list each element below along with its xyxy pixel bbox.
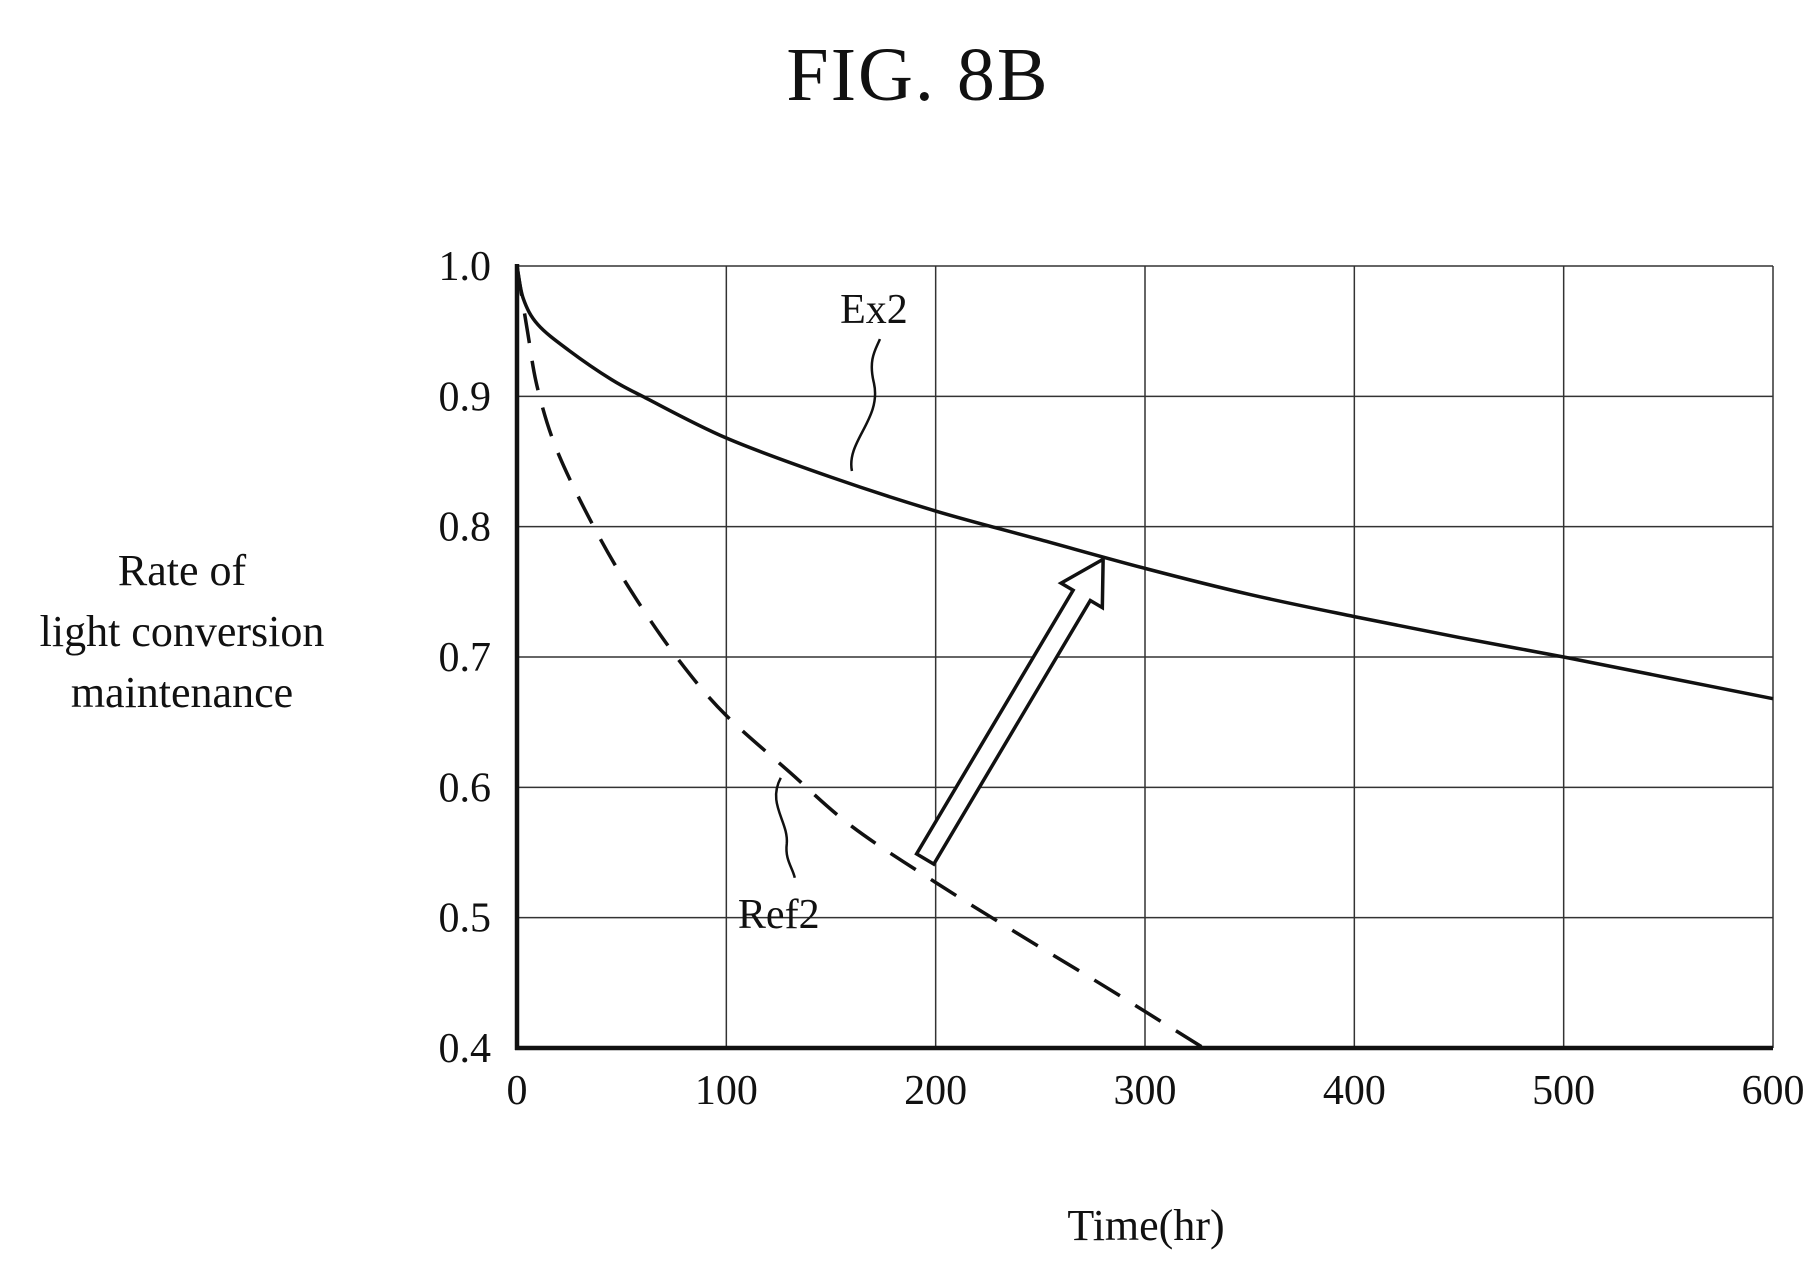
figure-title: FIG. 8B bbox=[786, 33, 1049, 117]
y-tick-label: 0.7 bbox=[439, 635, 492, 681]
x-axis-label: Time(hr) bbox=[1067, 1201, 1224, 1250]
y-axis-label-line: light conversion bbox=[40, 607, 325, 656]
series-label-leader-ex2 bbox=[850, 338, 882, 472]
series-label-leader-ref2 bbox=[774, 777, 796, 879]
x-tick-labels: 0 100 200 300 400 500 600 bbox=[507, 1068, 1805, 1114]
y-tick-labels: 0.4 0.5 0.6 0.7 0.8 0.9 1.0 bbox=[439, 244, 492, 1072]
axes bbox=[514, 264, 1773, 1051]
y-tick-label: 0.6 bbox=[439, 765, 492, 811]
y-axis-label-line: Rate of bbox=[118, 546, 247, 595]
x-tick-label: 400 bbox=[1323, 1068, 1386, 1114]
x-tick-label: 200 bbox=[904, 1068, 967, 1114]
y-tick-label: 0.8 bbox=[439, 505, 492, 551]
series-lines bbox=[515, 265, 1774, 1050]
x-tick-label: 0 bbox=[507, 1068, 528, 1114]
x-tick-label: 100 bbox=[695, 1068, 758, 1114]
series-line-ex2 bbox=[515, 265, 1774, 701]
series-label-ex2: Ex2 bbox=[840, 287, 908, 333]
y-tick-label: 0.5 bbox=[439, 896, 492, 942]
y-tick-label: 1.0 bbox=[439, 244, 492, 290]
y-axis-label: Rate of light conversion maintenance bbox=[40, 546, 325, 717]
x-tick-label: 300 bbox=[1114, 1068, 1177, 1114]
y-axis-label-line: maintenance bbox=[71, 668, 293, 717]
x-tick-label: 500 bbox=[1532, 1068, 1595, 1114]
annotations: Ex2 Ref2 bbox=[738, 287, 1105, 938]
y-tick-label: 0.9 bbox=[439, 374, 492, 420]
y-tick-label: 0.4 bbox=[439, 1026, 492, 1072]
x-tick-label: 600 bbox=[1742, 1068, 1805, 1114]
improvement-arrow bbox=[914, 556, 1105, 867]
grid bbox=[517, 265, 1774, 1048]
series-label-ref2: Ref2 bbox=[738, 892, 820, 938]
series-line-ref2 bbox=[515, 265, 1205, 1050]
